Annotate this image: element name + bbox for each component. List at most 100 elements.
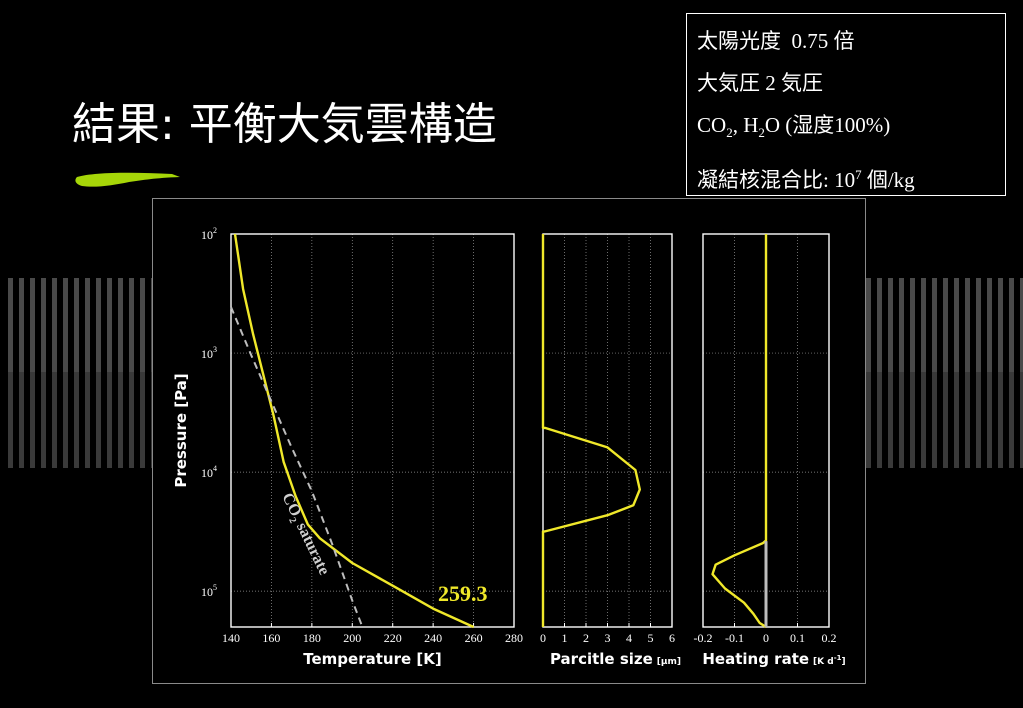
stripe: [1020, 278, 1023, 372]
stripe: [63, 278, 68, 372]
x-axis-title: Heating rate [K d-1]: [702, 650, 845, 668]
co2-saturate-rest: saturate: [291, 516, 333, 577]
stripe: [140, 372, 145, 468]
chart-panel-2: -0.2 -0.1 0 0.1 0.2 Heating rate [K d-1]: [694, 233, 846, 668]
stripe: [74, 372, 79, 468]
x-tick-label: 5: [648, 631, 654, 645]
x-tick-label: 220: [384, 631, 402, 645]
x-tick-label: 1: [562, 631, 568, 645]
co2-saturate-sub: 2: [286, 516, 298, 525]
x-tick-label: -0.1: [725, 631, 744, 645]
stripe: [52, 278, 57, 372]
figure-panel: 140 160 180 200 220 240 260 280 Temperature [K] 0…: [152, 198, 866, 684]
stripe: [943, 372, 948, 468]
stripe: [1020, 372, 1023, 468]
stripe: [41, 278, 46, 372]
stripe: [30, 278, 35, 372]
stripe: [107, 372, 112, 468]
plot-frame: [230, 233, 515, 628]
solar-luminosity-line: 太陽光度 0.75 倍: [697, 20, 995, 62]
stripe: [932, 278, 937, 372]
y-tick-base: 10: [201, 466, 213, 480]
stripe: [921, 372, 926, 468]
composition-line: CO2, H2O (湿度100%): [697, 104, 995, 154]
stripe: [910, 278, 915, 372]
stripe: [976, 372, 981, 468]
x-tick-label: 140: [222, 631, 240, 645]
x-axis-title: Temperature [K]: [303, 650, 441, 668]
gas-rest: O (湿度100%): [764, 113, 891, 137]
solar-value: 0.75 倍: [791, 29, 855, 53]
stripe: [965, 278, 970, 372]
chart-panel-1: 0 1 2 3 4 5 6 Parcitle size [μm]: [540, 233, 681, 668]
series-line-0: [233, 233, 475, 629]
stripe: [118, 372, 123, 468]
plot-frame: [542, 233, 673, 628]
stripe: [8, 372, 13, 468]
stripe: [19, 372, 24, 468]
stripe: [888, 278, 893, 372]
ccn-exponent: 7: [855, 167, 862, 183]
stripe: [943, 278, 948, 372]
y-axis-title: Pressure [Pa]: [172, 373, 190, 487]
x-tick-label: 2: [583, 631, 589, 645]
stripe: [140, 278, 145, 372]
chart-panel-0: 140 160 180 200 220 240 260 280 Temperature [K]: [222, 233, 523, 668]
stripe: [52, 372, 57, 468]
x-tick-label: 260: [465, 631, 483, 645]
stripe: [910, 372, 915, 468]
x-tick-label: 160: [262, 631, 280, 645]
gas-h2o-subscript: 2: [758, 125, 765, 141]
x-axis-unit-end: ]: [842, 657, 846, 667]
stripe: [63, 372, 68, 468]
series-line-0: [711, 234, 768, 629]
y-tick-base: 10: [201, 585, 213, 599]
y-tick-exponent: 2: [213, 226, 217, 235]
stripe: [1009, 278, 1014, 372]
stripe: [107, 278, 112, 372]
stripe: [85, 372, 90, 468]
stripe: [932, 372, 937, 468]
stripe: [987, 372, 992, 468]
stripe: [96, 278, 101, 372]
x-tick-label: 0: [763, 631, 769, 645]
gas-co: CO: [697, 113, 727, 137]
y-tick-exponent: 3: [213, 345, 217, 354]
solar-label: 太陽光度: [697, 29, 781, 53]
ccn-base: 10: [834, 168, 856, 193]
stripe: [998, 278, 1003, 372]
surface-pressure-line: 大気圧 2 気圧: [697, 62, 995, 104]
stripe: [866, 278, 871, 372]
stripe: [866, 372, 871, 468]
x-tick-label: 3: [605, 631, 611, 645]
co2-saturate-main: CO: [278, 490, 304, 519]
stripe: [8, 278, 13, 372]
y-tick-exponent: 5: [213, 583, 217, 592]
stripe: [85, 278, 90, 372]
ccn-line: 凝結核混合比: 107 個/kg: [697, 154, 995, 201]
y-tick-base: 10: [201, 228, 213, 242]
stripe: [987, 278, 992, 372]
pressure-label: 大気圧: [697, 71, 760, 95]
stripe: [877, 278, 882, 372]
x-tick-label: 240: [424, 631, 442, 645]
x-tick-label: -0.2: [694, 631, 713, 645]
stripe: [976, 278, 981, 372]
stripe: [96, 372, 101, 468]
stripe: [888, 372, 893, 468]
parameters-box: 太陽光度 0.75 倍 大気圧 2 気圧 CO2, H2O (湿度100%) 凝…: [686, 13, 1006, 196]
stripe: [1009, 372, 1014, 468]
slide-title: 結果: 平衡大気雲構造: [72, 99, 497, 150]
x-tick-label: 4: [626, 631, 632, 645]
ccn-unit: 個/kg: [866, 168, 915, 193]
y-tick-base: 10: [201, 347, 213, 361]
green-brush-stroke: [75, 172, 180, 187]
x-axis-unit: [μm]: [657, 657, 681, 667]
x-tick-label: 200: [343, 631, 361, 645]
stripe: [965, 372, 970, 468]
y-tick-exponent: 4: [213, 464, 217, 473]
gas-separator: , H: [732, 113, 759, 137]
x-tick-label: 280: [505, 631, 523, 645]
